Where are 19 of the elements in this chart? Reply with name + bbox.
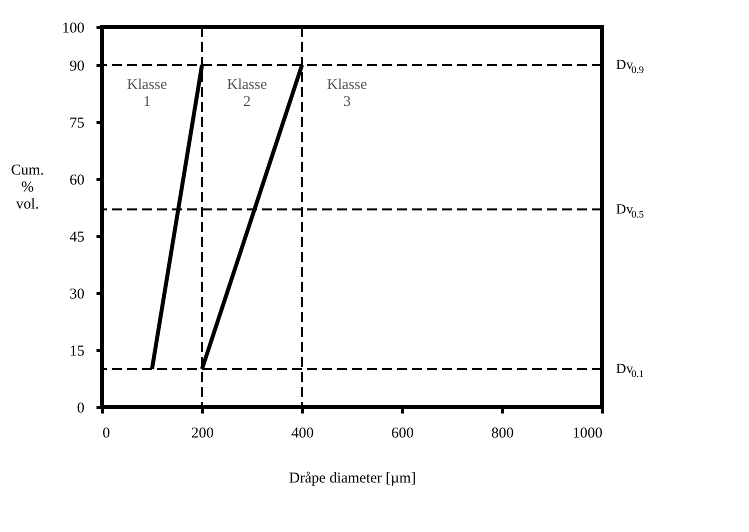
x-tick-label: 0 (102, 426, 110, 442)
annotation: Klasse 1 (127, 77, 168, 110)
y-tick-label: 45 (70, 230, 84, 246)
y-axis-title: Cum. % vol. (11, 162, 44, 212)
y-tick-label: 75 (70, 116, 84, 132)
annotation: Klasse 2 (227, 77, 268, 110)
y-tick-label: 30 (70, 286, 84, 302)
y-tick-label: 15 (70, 344, 84, 360)
y-tick-label: 90 (70, 58, 84, 74)
annotation: Klasse 3 (327, 77, 368, 110)
x-tick-label: 600 (391, 426, 414, 442)
y-tick-label: 100 (62, 20, 84, 36)
x-axis-title: Dråpe diameter [µm] (289, 470, 416, 486)
x-tick-label: 400 (291, 426, 314, 442)
x-tick-label: 800 (491, 426, 514, 442)
x-tick-label: 200 (191, 426, 214, 442)
y-tick-label: 60 (70, 172, 84, 188)
x-tick-label: 1000 (572, 426, 602, 442)
y-tick-label: 0 (77, 400, 84, 416)
